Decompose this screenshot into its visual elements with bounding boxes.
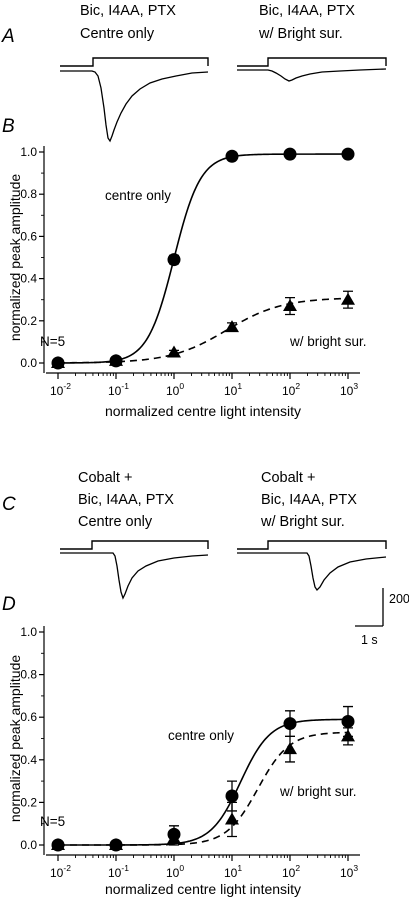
series-label: centre only bbox=[105, 188, 171, 203]
panel-label-b: B bbox=[2, 116, 15, 137]
series-label: w/ bright sur. bbox=[289, 334, 367, 349]
x-tick-label: 10-1 bbox=[108, 863, 129, 880]
fit-curve-bright-sur bbox=[57, 297, 349, 364]
data-point-circle bbox=[225, 149, 239, 163]
x-tick-label: 101 bbox=[224, 381, 242, 398]
trace-a-left-label-line1: Bic, I4AA, PTX bbox=[80, 3, 176, 19]
data-point-triangle bbox=[283, 742, 297, 755]
data-point-circle bbox=[283, 717, 297, 731]
stimulus-bar-a-left bbox=[60, 57, 209, 67]
series-label: centre only bbox=[168, 728, 234, 743]
data-point-circle bbox=[341, 714, 355, 728]
panel-label-a: A bbox=[1, 26, 15, 47]
data-point-circle bbox=[225, 789, 239, 803]
data-point-triangle bbox=[225, 320, 239, 333]
x-tick-label: 100 bbox=[166, 381, 184, 398]
y-tick-label: 0.2 bbox=[20, 795, 37, 809]
series-label: w/ bright sur. bbox=[279, 784, 357, 799]
y-tick-label: 0.8 bbox=[20, 668, 37, 682]
x-tick-label: 10-2 bbox=[50, 381, 71, 398]
x-axis-title: normalized centre light intensity bbox=[105, 881, 301, 897]
trace-c-left-label-line2: Bic, I4AA, PTX bbox=[78, 492, 174, 508]
trace-c-right-label-line1: Cobalt + bbox=[261, 470, 315, 486]
trace-a-left-label-line2: Centre only bbox=[80, 26, 155, 42]
y-tick-label: 0.6 bbox=[20, 229, 37, 243]
y-tick-label: 0.0 bbox=[20, 356, 37, 370]
y-tick-label: 0.8 bbox=[20, 187, 37, 201]
y-tick-label: 0.2 bbox=[20, 314, 37, 328]
x-tick-label: 10-2 bbox=[50, 863, 71, 880]
scale-bar-time-label: 1 s bbox=[361, 633, 378, 647]
y-tick-label: 0.6 bbox=[20, 710, 37, 724]
y-tick-label: 0.0 bbox=[20, 838, 37, 852]
trace-c-right-label-line2: Bic, I4AA, PTX bbox=[261, 492, 357, 508]
x-tick-label: 102 bbox=[282, 381, 300, 398]
data-point-triangle bbox=[51, 838, 65, 850]
current-trace-c-right bbox=[237, 552, 387, 592]
data-point-triangle bbox=[109, 838, 123, 850]
x-tick-label: 103 bbox=[340, 381, 358, 398]
x-axis-title: normalized centre light intensity bbox=[105, 403, 301, 419]
y-axis-title: normalized peak amplitude bbox=[7, 174, 23, 342]
trace-c-left-label-line3: Centre only bbox=[78, 514, 153, 530]
y-axis-title: normalized peak amplitude bbox=[7, 655, 23, 823]
n-annotation: N=5 bbox=[40, 814, 65, 829]
y-tick-label: 0.4 bbox=[20, 753, 37, 767]
scale-bar bbox=[355, 588, 384, 627]
data-point-triangle bbox=[51, 356, 65, 368]
x-tick-label: 100 bbox=[166, 863, 184, 880]
fit-curve-bright-sur bbox=[58, 731, 349, 846]
n-annotation: N=5 bbox=[40, 334, 65, 349]
x-tick-label: 101 bbox=[224, 863, 242, 880]
x-tick-label: 102 bbox=[282, 863, 300, 880]
trace-a-right-label-line1: Bic, I4AA, PTX bbox=[259, 3, 355, 19]
fit-curve-centre-only bbox=[57, 153, 348, 364]
scale-bar-current-label: 200 pA bbox=[389, 592, 409, 606]
stimulus-bar-c-right bbox=[237, 540, 387, 550]
x-tick-label: 10-1 bbox=[108, 381, 129, 398]
chart-d: 10-2 10-1 100 101 102 103 0.0 0.2 0.4 0.6 0.8 1.0 no… bbox=[7, 625, 360, 897]
current-trace-a-right bbox=[237, 68, 387, 82]
y-tick-label: 1.0 bbox=[20, 625, 37, 639]
panel-label-c: C bbox=[2, 494, 16, 515]
current-trace-a-left bbox=[60, 70, 209, 143]
chart-b: 10-2 10-1 100 101 102 103 0.0 0.2 0.4 0.6 0.8 1.0 no… bbox=[7, 145, 367, 419]
data-point-circle bbox=[283, 147, 297, 161]
trace-a-right-label-line2: w/ Bright sur. bbox=[258, 26, 343, 42]
x-tick-label: 103 bbox=[340, 863, 358, 880]
current-trace-c-left bbox=[60, 552, 209, 600]
data-point-triangle bbox=[225, 812, 239, 825]
y-tick-label: 0.4 bbox=[20, 272, 37, 286]
panel-label-d: D bbox=[2, 594, 16, 615]
trace-c-left-label-line1: Cobalt + bbox=[78, 470, 132, 486]
y-tick-label: 1.0 bbox=[20, 145, 37, 159]
data-point-triangle bbox=[109, 353, 123, 366]
trace-c-right-label-line3: w/ Bright sur. bbox=[260, 514, 345, 530]
stimulus-bar-a-right bbox=[237, 57, 387, 67]
stimulus-bar-c-left bbox=[60, 540, 209, 550]
data-point-triangle bbox=[167, 831, 181, 844]
data-point-circle bbox=[167, 253, 181, 267]
data-point-triangle bbox=[341, 729, 355, 742]
data-point-triangle bbox=[283, 299, 297, 312]
data-point-circle bbox=[341, 147, 355, 161]
data-point-triangle bbox=[341, 292, 355, 305]
data-point-triangle bbox=[167, 345, 181, 358]
